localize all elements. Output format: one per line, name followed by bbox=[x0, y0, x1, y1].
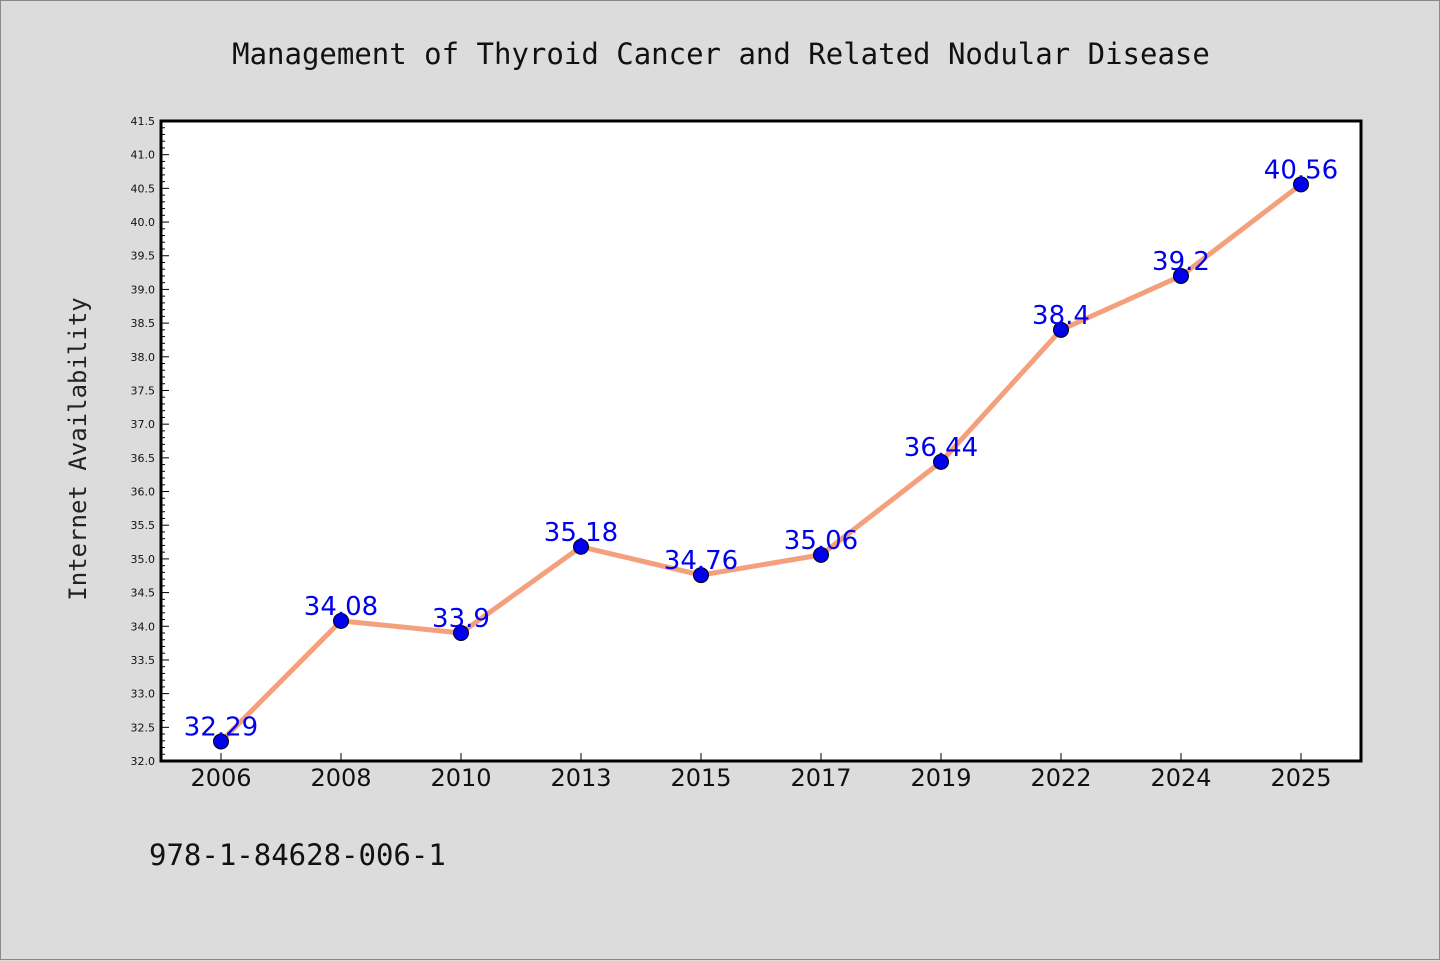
x-tick-label: 2022 bbox=[1030, 764, 1091, 792]
data-label: 33.9 bbox=[432, 604, 490, 634]
y-tick-label: 37.0 bbox=[131, 418, 156, 431]
data-label: 38.4 bbox=[1032, 301, 1090, 331]
y-tick-label: 37.5 bbox=[131, 384, 156, 397]
y-tick-label: 32.0 bbox=[131, 755, 156, 768]
y-tick-label: 40.5 bbox=[131, 182, 156, 195]
x-tick-label: 2024 bbox=[1150, 764, 1211, 792]
y-tick-label: 32.5 bbox=[131, 721, 156, 734]
data-point bbox=[213, 733, 229, 750]
data-label: 34.08 bbox=[304, 592, 378, 622]
data-label: 35.06 bbox=[784, 526, 858, 556]
data-point bbox=[933, 453, 949, 470]
x-tick-label: 2008 bbox=[310, 764, 371, 792]
plot-area bbox=[159, 119, 1363, 763]
x-axis-ticks: 2006 2008 2010 2013 2015 2017 2019 2022 2024 2025 bbox=[190, 753, 1332, 792]
y-tick-label: 41.0 bbox=[131, 149, 156, 162]
data-point bbox=[333, 612, 349, 629]
data-label: 34.76 bbox=[664, 546, 738, 576]
y-tick-label: 35.5 bbox=[131, 519, 156, 532]
x-tick-label: 2006 bbox=[190, 764, 251, 792]
data-label: 40.56 bbox=[1264, 155, 1338, 185]
x-tick-label: 2025 bbox=[1270, 764, 1331, 792]
data-point bbox=[573, 538, 589, 555]
y-tick-label: 38.5 bbox=[131, 317, 156, 330]
data-point bbox=[693, 567, 709, 584]
x-tick-label: 2019 bbox=[910, 764, 971, 792]
y-tick-label: 35.0 bbox=[131, 553, 156, 566]
y-tick-label: 36.5 bbox=[131, 452, 156, 465]
y-axis-label: Internet Availability bbox=[64, 297, 92, 600]
data-point bbox=[1293, 176, 1309, 193]
x-tick-label: 2010 bbox=[430, 764, 491, 792]
data-label: 39.2 bbox=[1152, 247, 1210, 277]
y-tick-label: 33.0 bbox=[131, 688, 156, 701]
data-label: 35.18 bbox=[544, 518, 618, 548]
data-label: 36.44 bbox=[904, 433, 978, 463]
series-line bbox=[218, 181, 1304, 744]
y-tick-label: 38.0 bbox=[131, 351, 156, 364]
series-line-group bbox=[218, 181, 1304, 744]
data-point bbox=[453, 625, 469, 641]
data-label: 32.29 bbox=[184, 712, 258, 742]
data-point bbox=[1173, 267, 1189, 284]
y-tick-label: 39.0 bbox=[131, 283, 156, 296]
y-tick-label: 33.5 bbox=[131, 654, 156, 667]
y-tick-label: 41.5 bbox=[131, 115, 156, 128]
y-axis-ticks: 32.0 32.5 33.0 33.5 34.0 34.5 35.0 35.5 36.0 36.5… bbox=[131, 115, 169, 768]
y-tick-label: 36.0 bbox=[131, 486, 156, 499]
isbn-footer: 978-1-84628-006-1 bbox=[149, 838, 446, 872]
data-point bbox=[1053, 321, 1069, 338]
y-tick-label: 39.5 bbox=[131, 250, 156, 263]
x-tick-label: 2015 bbox=[670, 764, 731, 792]
x-tick-label: 2017 bbox=[790, 764, 851, 792]
series-points-group bbox=[213, 176, 1309, 750]
data-labels-group: 32.29 34.08 33.9 35.18 34.76 35.06 36.44 38.4 39… bbox=[184, 155, 1338, 742]
y-tick-label: 34.5 bbox=[131, 587, 156, 600]
x-tick-label: 2013 bbox=[550, 764, 611, 792]
y-tick-label: 40.0 bbox=[131, 216, 156, 229]
chart-title: Management of Thyroid Cancer and Related… bbox=[232, 37, 1210, 71]
y-tick-label: 34.0 bbox=[131, 620, 156, 633]
data-point bbox=[813, 546, 829, 563]
